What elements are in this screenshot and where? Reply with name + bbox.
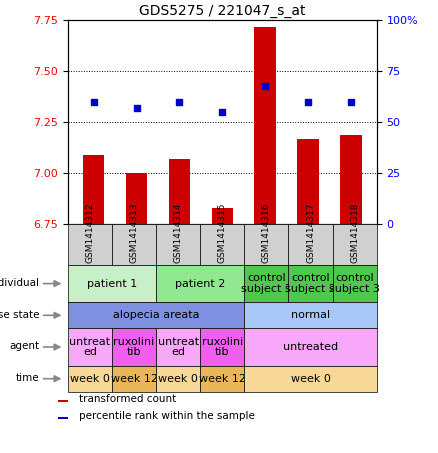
Bar bbox=[58, 417, 68, 419]
Bar bbox=[169, 159, 190, 224]
Bar bbox=[212, 208, 233, 224]
Text: untreat
ed: untreat ed bbox=[69, 337, 110, 357]
Text: individual: individual bbox=[0, 278, 39, 288]
Bar bbox=[340, 135, 362, 224]
Text: normal: normal bbox=[291, 310, 330, 320]
Text: GSM1414314: GSM1414314 bbox=[174, 203, 183, 263]
Text: untreat
ed: untreat ed bbox=[158, 337, 199, 357]
Text: percentile rank within the sample: percentile rank within the sample bbox=[79, 411, 255, 421]
Point bbox=[176, 98, 183, 106]
Text: week 12: week 12 bbox=[110, 374, 158, 384]
Text: patient 2: patient 2 bbox=[175, 279, 226, 289]
Text: control
subject 3: control subject 3 bbox=[329, 273, 380, 294]
Text: GSM1414315: GSM1414315 bbox=[218, 203, 227, 263]
Title: GDS5275 / 221047_s_at: GDS5275 / 221047_s_at bbox=[139, 4, 306, 18]
Point bbox=[133, 104, 140, 111]
Text: control
subject 2: control subject 2 bbox=[285, 273, 336, 294]
Text: alopecia areata: alopecia areata bbox=[113, 310, 199, 320]
Text: ruxolini
tib: ruxolini tib bbox=[113, 337, 155, 357]
Point bbox=[347, 98, 354, 106]
Bar bbox=[254, 26, 276, 224]
Text: untreated: untreated bbox=[283, 342, 338, 352]
Point bbox=[219, 108, 226, 116]
Point bbox=[261, 82, 268, 89]
Text: week 0: week 0 bbox=[70, 374, 110, 384]
Text: GSM1414318: GSM1414318 bbox=[350, 203, 359, 263]
Point bbox=[90, 98, 97, 106]
Text: agent: agent bbox=[9, 341, 39, 351]
Bar bbox=[83, 155, 104, 224]
Text: disease state: disease state bbox=[0, 310, 39, 320]
Text: week 0: week 0 bbox=[290, 374, 330, 384]
Text: transformed count: transformed count bbox=[79, 394, 176, 404]
Bar bbox=[297, 139, 319, 224]
Text: week 0: week 0 bbox=[158, 374, 198, 384]
Bar bbox=[58, 400, 68, 402]
Text: GSM1414316: GSM1414316 bbox=[262, 203, 271, 263]
Point bbox=[304, 98, 311, 106]
Text: GSM1414317: GSM1414317 bbox=[306, 203, 315, 263]
Text: GSM1414313: GSM1414313 bbox=[130, 203, 138, 263]
Bar bbox=[126, 173, 147, 224]
Text: control
subject 1: control subject 1 bbox=[241, 273, 292, 294]
Text: patient 1: patient 1 bbox=[87, 279, 137, 289]
Text: ruxolini
tib: ruxolini tib bbox=[201, 337, 243, 357]
Text: time: time bbox=[16, 373, 39, 383]
Text: week 12: week 12 bbox=[199, 374, 246, 384]
Text: GSM1414312: GSM1414312 bbox=[85, 203, 95, 263]
